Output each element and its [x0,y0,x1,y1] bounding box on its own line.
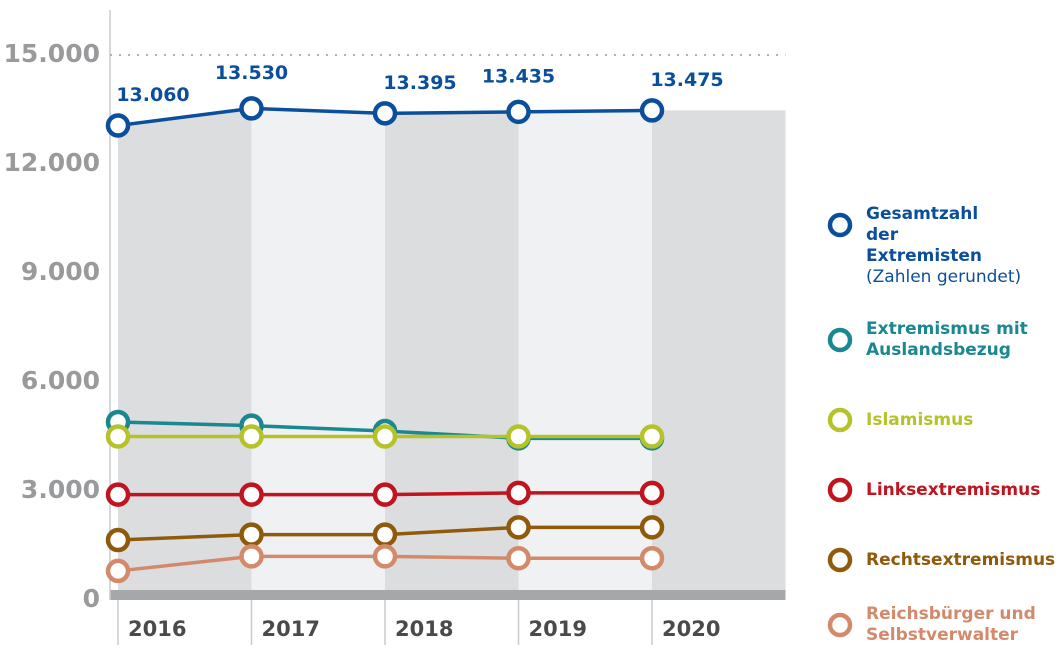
point [105,482,131,507]
point [506,99,531,125]
y-tick-label: 6.000 [21,366,100,395]
value-label: 13.475 [650,69,723,91]
value-label: 13.395 [383,72,456,94]
point [239,544,264,569]
point [372,482,398,507]
point [105,558,131,584]
point [506,515,531,540]
legend-marker [827,612,853,638]
y-tick-label: 9.000 [21,257,100,286]
legend-marker [827,327,853,353]
legend-label: Islamismus [866,410,974,430]
point [372,424,398,449]
year-band [118,108,252,600]
point [105,113,131,138]
x-tick-label: 2018 [395,617,453,641]
legend-entry: Linksextremismus [866,480,1062,501]
point [239,522,264,547]
point [506,424,531,449]
point [639,515,665,540]
x-tick-label: 2016 [128,617,186,641]
x-tick-label: 2020 [662,617,720,641]
y-tick-label: 12.000 [4,148,100,177]
legend-label: Gesamtzahl der Extremisten [866,204,983,266]
legend-entry: Gesamtzahl der Extremisten (Zahlen gerund… [866,204,1062,288]
legend-label: Rechtsextremismus [866,550,1056,570]
y-tick-label: 3.000 [21,475,100,504]
legend-marker [827,407,853,433]
y-tick-label: 0 [83,584,100,613]
year-band [652,110,786,601]
x-tick-label: 2017 [262,617,320,641]
point [239,424,264,449]
year-band [251,108,385,600]
legend-entry: Extremismus mit Auslandsbezug [866,319,1036,361]
point [105,527,131,553]
point [639,424,665,449]
point [239,482,264,507]
legend-marker [827,212,853,238]
legend-entry: Reichsbürger und Selbstverwalter [866,604,1036,646]
legend-entry: Rechtsextremismus [866,550,1062,571]
legend-note: (Zahlen gerundet) [866,267,1022,287]
point [372,101,398,126]
value-label: 13.435 [482,65,555,87]
year-band [385,111,519,600]
legend-label: Reichsbürger und Selbstverwalter [866,604,1036,645]
point [639,480,665,506]
point [372,522,398,547]
point [372,544,398,569]
legend-label: Extremismus mit Auslandsbezug [866,319,1028,360]
year-band [518,110,652,601]
legend-label: Linksextremismus [866,480,1041,500]
point [639,545,665,571]
legend-marker [827,547,853,573]
point [239,96,264,121]
baseline-bar [110,590,786,600]
y-tick-label: 15.000 [4,39,100,68]
point [506,480,531,506]
point [105,424,131,449]
legend-entry: Islamismus [866,410,1062,431]
legend-marker [827,477,853,503]
point [506,545,531,571]
x-tick-label: 2019 [529,617,587,641]
value-label: 13.060 [116,84,189,106]
point [639,98,665,123]
value-label: 13.530 [215,62,288,84]
